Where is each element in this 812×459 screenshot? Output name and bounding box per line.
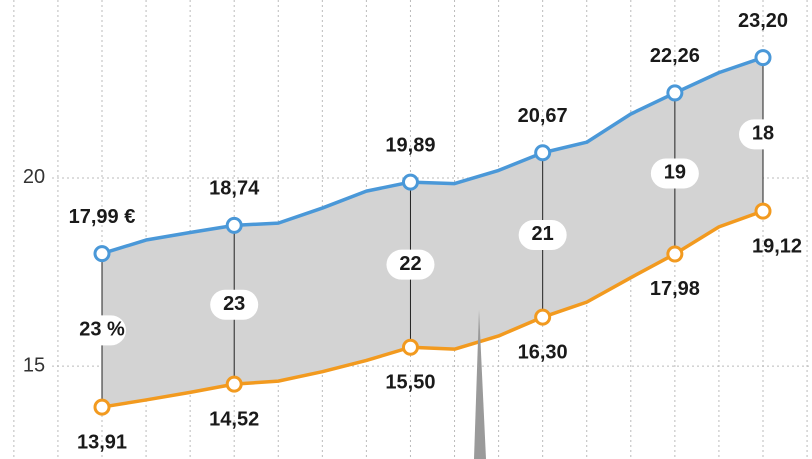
data-label: 19,12	[752, 235, 802, 257]
spread-pill	[210, 289, 259, 320]
point	[666, 245, 684, 263]
spread-pill	[518, 219, 567, 250]
point	[93, 398, 111, 416]
series-line	[101, 55, 764, 256]
point	[401, 173, 419, 191]
spread-label: 19	[664, 162, 686, 184]
series-line	[101, 209, 764, 409]
point	[534, 308, 552, 326]
spread-label: 23	[223, 293, 245, 315]
point	[754, 202, 772, 220]
data-label: 17,98	[650, 278, 700, 300]
point	[666, 84, 684, 102]
data-label: 18,74	[209, 178, 260, 200]
data-label: 17,99 €	[69, 206, 136, 228]
data-label: 23,20	[738, 10, 788, 32]
spread-label: 18	[752, 123, 774, 145]
data-label: 20,67	[518, 105, 568, 127]
data-label: 15,50	[385, 372, 435, 394]
point	[754, 49, 772, 67]
spread-label: 21	[532, 223, 554, 245]
data-label: 16,30	[518, 341, 568, 363]
y-tick-label: 20	[23, 166, 45, 188]
point	[534, 144, 552, 162]
point	[225, 375, 243, 393]
band-fill	[102, 57, 763, 408]
data-label: 14,52	[209, 408, 259, 430]
point	[401, 338, 419, 356]
data-label: 13,91	[77, 431, 127, 453]
data-label: 19,89	[385, 134, 435, 156]
spread-pill	[78, 315, 126, 346]
y-tick-label: 15	[23, 354, 45, 376]
spread-label: 23 %	[79, 319, 125, 341]
marker-wedge	[474, 310, 486, 459]
spread-pill	[386, 249, 435, 280]
spread-pill	[650, 158, 699, 189]
data-label: 22,26	[650, 45, 700, 67]
point	[93, 245, 111, 263]
spread-label: 22	[399, 253, 421, 275]
point	[225, 216, 243, 234]
spread-pill	[739, 119, 787, 150]
